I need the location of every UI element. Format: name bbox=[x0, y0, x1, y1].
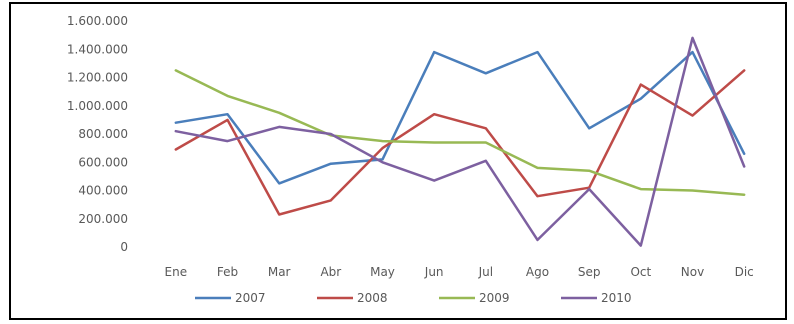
legend-label-2009: 2009 bbox=[479, 291, 510, 305]
x-tick-label: Jul bbox=[478, 265, 493, 279]
y-axis-ticks: 0 200.000 400.000 600.000 800.000 1.000.000 1.… bbox=[67, 14, 128, 254]
chart-frame bbox=[9, 2, 787, 320]
x-tick-label: Dic bbox=[735, 265, 754, 279]
legend: 2007 2008 2009 2010 bbox=[195, 291, 632, 305]
y-tick-label: 1.400.000 bbox=[67, 42, 128, 56]
x-tick-label: Sep bbox=[578, 265, 601, 279]
series-line-2008 bbox=[174, 69, 746, 216]
x-tick-label: May bbox=[370, 265, 395, 279]
y-tick-label: 600.000 bbox=[78, 155, 128, 169]
x-tick-label: Nov bbox=[681, 265, 704, 279]
y-tick-label: 200.000 bbox=[78, 212, 128, 226]
series-line-2007 bbox=[174, 50, 746, 185]
y-tick-label: 800.000 bbox=[78, 127, 128, 141]
x-tick-label: Mar bbox=[268, 265, 291, 279]
y-tick-label: 1.600.000 bbox=[67, 14, 128, 28]
legend-label-2010: 2010 bbox=[601, 291, 632, 305]
x-tick-label: Feb bbox=[217, 265, 238, 279]
y-tick-label: 1.200.000 bbox=[67, 71, 128, 85]
series-line-2009 bbox=[174, 69, 746, 196]
x-tick-label: Ene bbox=[165, 265, 188, 279]
y-tick-label: 1.000.000 bbox=[67, 99, 128, 113]
series-line-2010 bbox=[174, 36, 746, 247]
x-tick-label: Abr bbox=[320, 265, 341, 279]
x-tick-label: Ago bbox=[526, 265, 549, 279]
y-tick-label: 0 bbox=[120, 240, 128, 254]
x-tick-label: Jun bbox=[424, 265, 444, 279]
y-tick-label: 400.000 bbox=[78, 184, 128, 198]
legend-label-2008: 2008 bbox=[357, 291, 388, 305]
series-lines bbox=[174, 36, 746, 247]
legend-label-2007: 2007 bbox=[235, 291, 266, 305]
x-tick-label: Oct bbox=[630, 265, 651, 279]
x-axis-ticks: Ene Feb Mar Abr May Jun Jul Ago Sep Oct Nov Dic bbox=[165, 265, 754, 279]
